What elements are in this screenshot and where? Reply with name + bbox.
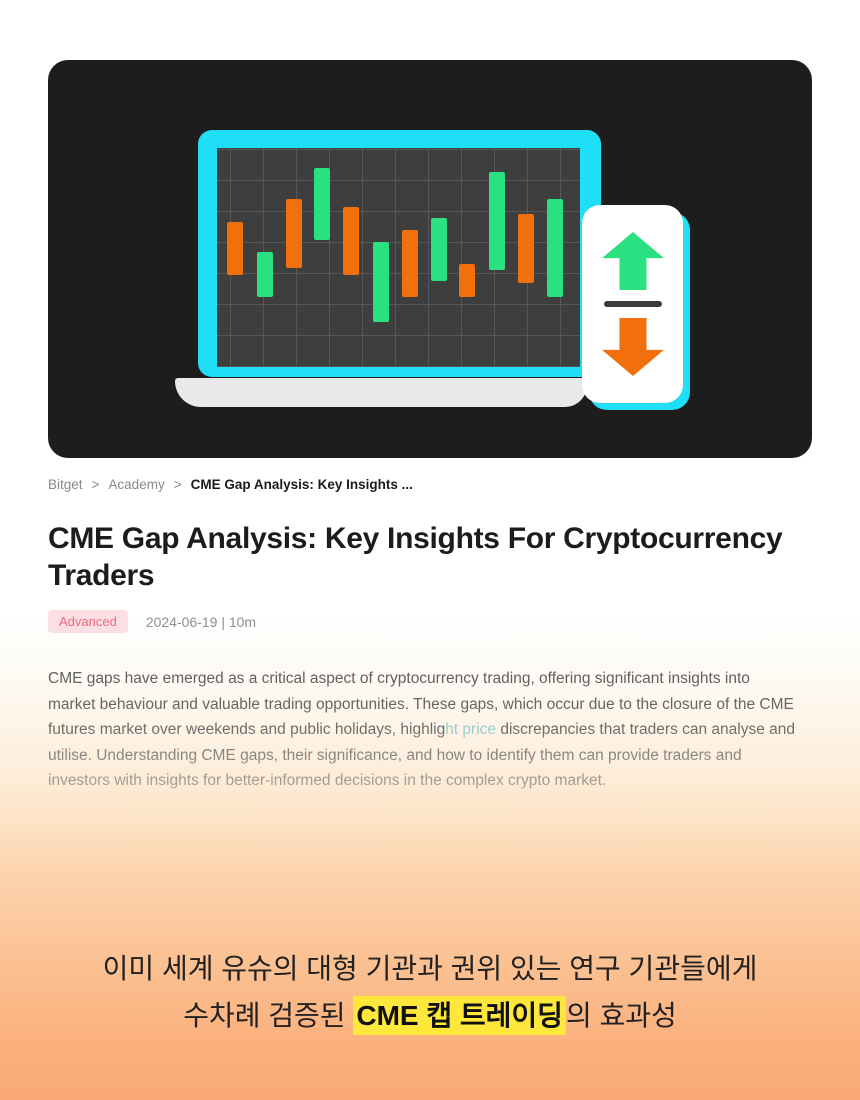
orange-candle-bar [343, 207, 359, 275]
page-title-line1: CME Gap Analysis: Key Insights For Crypt… [48, 522, 783, 555]
orange-candle-bar [227, 222, 243, 275]
breadcrumb: Bitget > Academy > CME Gap Analysis: Key… [48, 477, 413, 492]
green-candle-bar [547, 199, 563, 297]
page-title-line2: Traders [48, 559, 155, 592]
intro-paragraph: CME gaps have emerged as a critical aspe… [48, 666, 796, 794]
green-candle-bar [373, 242, 389, 322]
down-arrow-icon [601, 318, 664, 376]
caption-line2-pre: 수차례 검증된 [183, 1000, 354, 1031]
caption-highlight: CME 캡 트레이딩 [353, 996, 566, 1035]
orange-candle-bar [402, 230, 418, 297]
level-badge: Advanced [48, 610, 128, 633]
hero-illustration [48, 60, 812, 458]
green-candle-bar [431, 218, 447, 281]
breadcrumb-home[interactable]: Bitget [48, 477, 83, 492]
price-link[interactable]: ht price [445, 721, 497, 738]
caption-line2: 수차례 검증된 CME 캡 트레이딩 의 효과성 [0, 992, 860, 1039]
page-title: CME Gap Analysis: Key Insights For Crypt… [48, 520, 818, 594]
intro-text-pre: CME gaps have emerged as a critical aspe… [48, 670, 794, 738]
orange-candle-bar [459, 264, 475, 297]
green-candle-bar [314, 168, 330, 240]
intro-text-post: discrepancies that traders can analyse a… [48, 721, 796, 789]
article-meta: Advanced 2024-06-19 | 10m [48, 610, 256, 633]
breadcrumb-separator: > [173, 477, 182, 492]
candlestick-chart-screen [217, 148, 580, 367]
laptop-base [175, 378, 587, 407]
caption-line1: 이미 세계 유슈의 대형 기관과 권위 있는 연구 기관들에게 [102, 953, 758, 984]
caption-line2-post: 의 효과성 [565, 1000, 677, 1031]
up-arrow-icon [601, 232, 664, 290]
breadcrumb-academy[interactable]: Academy [108, 477, 165, 492]
breadcrumb-separator: > [91, 477, 100, 492]
korean-caption: 이미 세계 유슈의 대형 기관과 권위 있는 연구 기관들에게 수차례 검증된 … [0, 945, 860, 1039]
breadcrumb-current: CME Gap Analysis: Key Insights ... [190, 477, 413, 492]
green-candle-bar [257, 252, 273, 297]
orange-candle-bar [286, 199, 302, 268]
date-readtime: 2024-06-19 | 10m [145, 613, 257, 630]
green-candle-bar [489, 172, 505, 270]
orange-candle-bar [518, 214, 534, 283]
phone-icon [582, 205, 683, 403]
divider-bar [603, 301, 662, 307]
laptop-icon [198, 130, 601, 377]
